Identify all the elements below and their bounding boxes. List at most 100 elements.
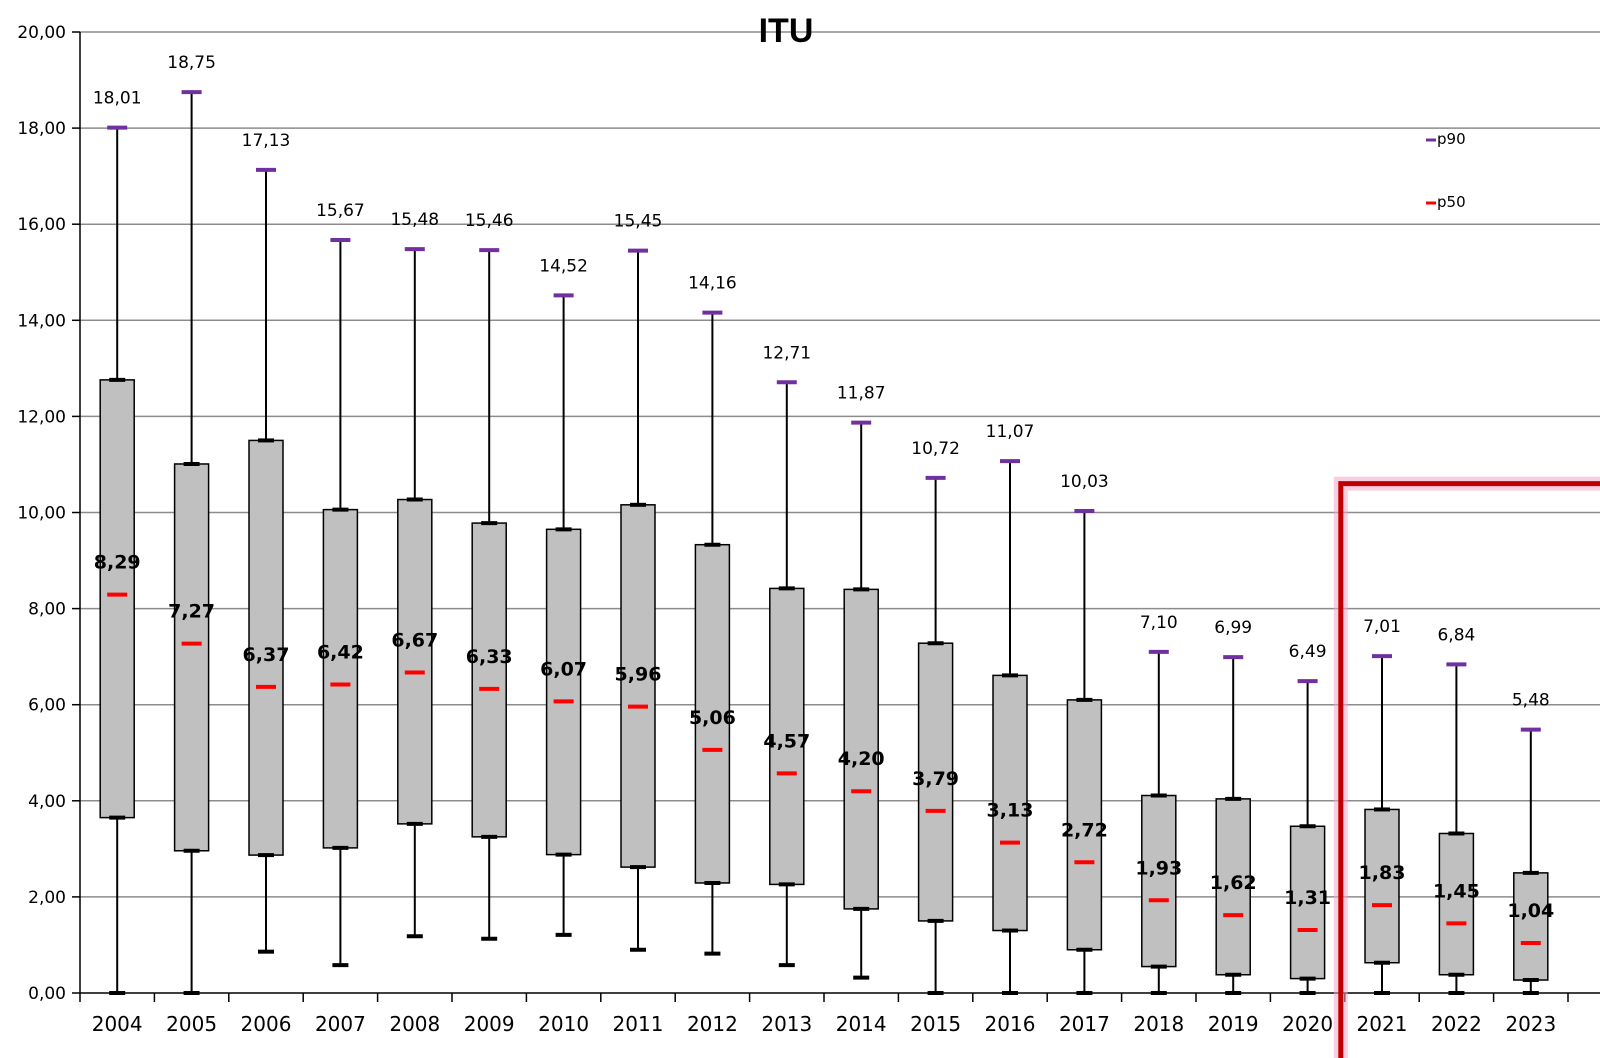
box-2014: [843, 420, 879, 980]
iqr-box-2009: [471, 522, 507, 838]
axes: 0,00 2,00 4,00 6,00 8,00 10,00 12,00 14,00 16,00…: [17, 23, 1600, 1036]
p50-label-2010: 6,07: [540, 658, 587, 680]
iqr-box-2018: [1141, 794, 1177, 968]
p90-label-2008: 15,48: [390, 210, 439, 230]
p50-label-2006: 6,37: [243, 644, 290, 666]
highlight-border: [1338, 481, 1600, 1058]
y-tick-label: 2,00: [28, 888, 66, 908]
x-tick-label: 2007: [315, 1012, 366, 1036]
x-tick-label: 2020: [1282, 1012, 1333, 1036]
x-tick-label: 2017: [1059, 1012, 1110, 1036]
box-2007: [322, 238, 359, 968]
box-2016: [992, 459, 1028, 995]
highlight-frame: [1333, 476, 1600, 1058]
y-tick-label: 18,00: [17, 119, 66, 139]
x-tick-label: 2021: [1357, 1012, 1408, 1036]
box-2015: [917, 475, 954, 995]
x-tick-label: 2012: [687, 1012, 738, 1036]
iqr-box-2005: [173, 463, 210, 852]
iqr-box-2021: [1364, 808, 1400, 964]
x-tick-label: 2022: [1431, 1012, 1482, 1036]
box-2009: [471, 248, 507, 941]
iqr-box-2017: [1066, 699, 1103, 951]
p90-label-2006: 17,13: [242, 131, 291, 151]
box-2006: [248, 167, 284, 954]
p90-label-2005: 18,75: [167, 53, 216, 73]
iqr-box-2022: [1438, 832, 1475, 976]
box-2023: [1513, 727, 1549, 995]
x-tick-label: 2018: [1133, 1012, 1184, 1036]
chart-title: ITU: [759, 12, 814, 50]
p90-label-2023: 5,48: [1512, 691, 1550, 711]
box-2013: [769, 380, 805, 968]
box-2005: [173, 90, 210, 995]
y-tick-label: 16,00: [17, 215, 66, 235]
x-tick-label: 2006: [241, 1012, 292, 1036]
p50-label-2013: 4,57: [763, 730, 810, 752]
iqr-box-2013: [769, 587, 805, 886]
p90-label-2021: 7,01: [1363, 617, 1401, 637]
box-2011: [620, 248, 656, 952]
x-tick-label: 2023: [1505, 1012, 1556, 1036]
x-tick-label: 2009: [464, 1012, 515, 1036]
box-2020: [1289, 679, 1326, 995]
p50-label-2017: 2,72: [1061, 819, 1108, 841]
p50-label-2011: 5,96: [615, 664, 662, 686]
p90-label-2013: 12,71: [762, 343, 811, 363]
p50-label-2004: 8,29: [94, 552, 141, 574]
y-tick-label: 20,00: [17, 23, 66, 43]
box-2019: [1215, 655, 1251, 995]
box-2021: [1364, 654, 1400, 995]
p50-label-2015: 3,79: [912, 768, 959, 790]
iqr-box-2004: [99, 379, 135, 819]
p90-label-2022: 6,84: [1437, 625, 1475, 645]
iqr-box-2023: [1513, 872, 1549, 981]
box-2010: [545, 293, 582, 937]
p90-label-2017: 10,03: [1060, 472, 1109, 492]
iqr-box-2007: [322, 508, 359, 849]
iqr-box-2010: [545, 528, 582, 856]
box-2018: [1141, 649, 1177, 995]
x-tick-label: 2008: [389, 1012, 440, 1036]
x-tick-label: 2013: [761, 1012, 812, 1036]
x-tick-label: 2011: [613, 1012, 664, 1036]
box-2022: [1438, 662, 1475, 995]
p50-label-2022: 1,45: [1433, 880, 1480, 902]
p50-label-2007: 6,42: [317, 642, 364, 664]
boxes: [99, 90, 1549, 995]
p50-label-2005: 7,27: [168, 601, 215, 623]
p50-label-2016: 3,13: [987, 800, 1034, 822]
x-tick-label: 2004: [92, 1012, 143, 1036]
x-tick-label: 2016: [985, 1012, 1036, 1036]
y-tick-label: 8,00: [28, 600, 66, 620]
p90-label-2009: 15,46: [465, 211, 514, 231]
y-tick-label: 10,00: [17, 504, 66, 524]
p50-label-2018: 1,93: [1135, 857, 1182, 879]
y-tick-label: 0,00: [28, 984, 66, 1004]
box-2012: [694, 310, 731, 956]
y-tick-label: 6,00: [28, 696, 66, 716]
x-tick-label: 2019: [1208, 1012, 1259, 1036]
p90-label-2012: 14,16: [688, 274, 737, 294]
iqr-box-2008: [397, 498, 433, 825]
p90-label-2014: 11,87: [837, 384, 886, 404]
y-tick-label: 12,00: [17, 407, 66, 427]
x-tick-label: 2005: [166, 1012, 217, 1036]
legend: p90 p50: [1426, 130, 1466, 211]
box-2004: [99, 125, 135, 995]
y-tick-label: 4,00: [28, 792, 66, 812]
p90-label-2019: 6,99: [1214, 618, 1252, 638]
legend-p90-label: p90: [1437, 130, 1466, 148]
iqr-box-2014: [843, 588, 879, 910]
p50-label-2014: 4,20: [838, 748, 885, 770]
legend-p50-label: p50: [1437, 193, 1466, 211]
p90-label-2018: 7,10: [1140, 613, 1178, 633]
p50-label-2008: 6,67: [391, 630, 438, 652]
x-tick-label: 2015: [910, 1012, 961, 1036]
p50-label-2012: 5,06: [689, 707, 736, 729]
p90-label-2016: 11,07: [986, 422, 1035, 442]
x-tick-label: 2014: [836, 1012, 887, 1036]
p50-label-2019: 1,62: [1210, 872, 1257, 894]
y-tick-label: 14,00: [17, 311, 66, 331]
